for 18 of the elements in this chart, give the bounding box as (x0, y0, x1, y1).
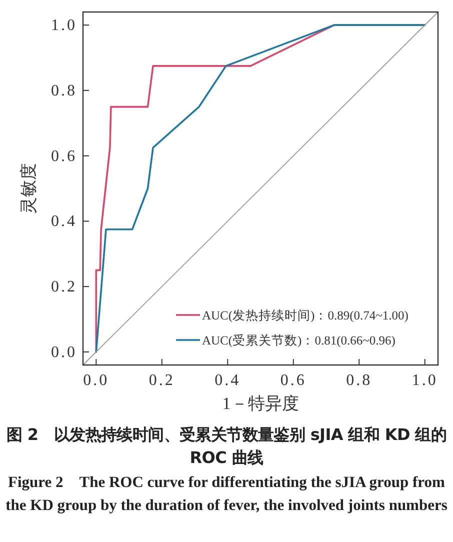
x-tick-label: 1.0 (412, 372, 438, 389)
x-axis-title: 1－特异度 (222, 394, 299, 413)
y-tick-label: 0.4 (51, 213, 77, 230)
x-tick-label: 0.0 (83, 372, 110, 389)
x-tick-label: 0.4 (214, 372, 241, 389)
y-axis-title: 灵敏度 (19, 163, 38, 214)
y-tick-label: 0.8 (51, 82, 77, 100)
y-tick-label: 0.0 (51, 344, 77, 361)
y-tick-label: 0.2 (51, 278, 77, 296)
y-tick-label: 0.6 (51, 148, 77, 165)
caption: Figure 2 The ROC curve for differentiating the sJIA group from the KD group by the duration of fever, the involved joints numbers (4, 473, 448, 516)
x-tick-label: 0.8 (346, 372, 372, 389)
x-tick-label: 0.6 (280, 372, 306, 389)
legend-label: AUC(受累关节数)：0.81(0.66~0.96) (202, 334, 396, 348)
x-tick-label: 0.2 (148, 372, 175, 389)
y-tick-label: 1.0 (51, 17, 77, 34)
legend-label: AUC(发热持续时间)：0.89(0.74~1.00) (202, 308, 408, 322)
caption: 图 2 以发热持续时间、受累关节数量鉴别 sJIA 组和 KD 组的 ROC 曲线 (5, 424, 448, 469)
